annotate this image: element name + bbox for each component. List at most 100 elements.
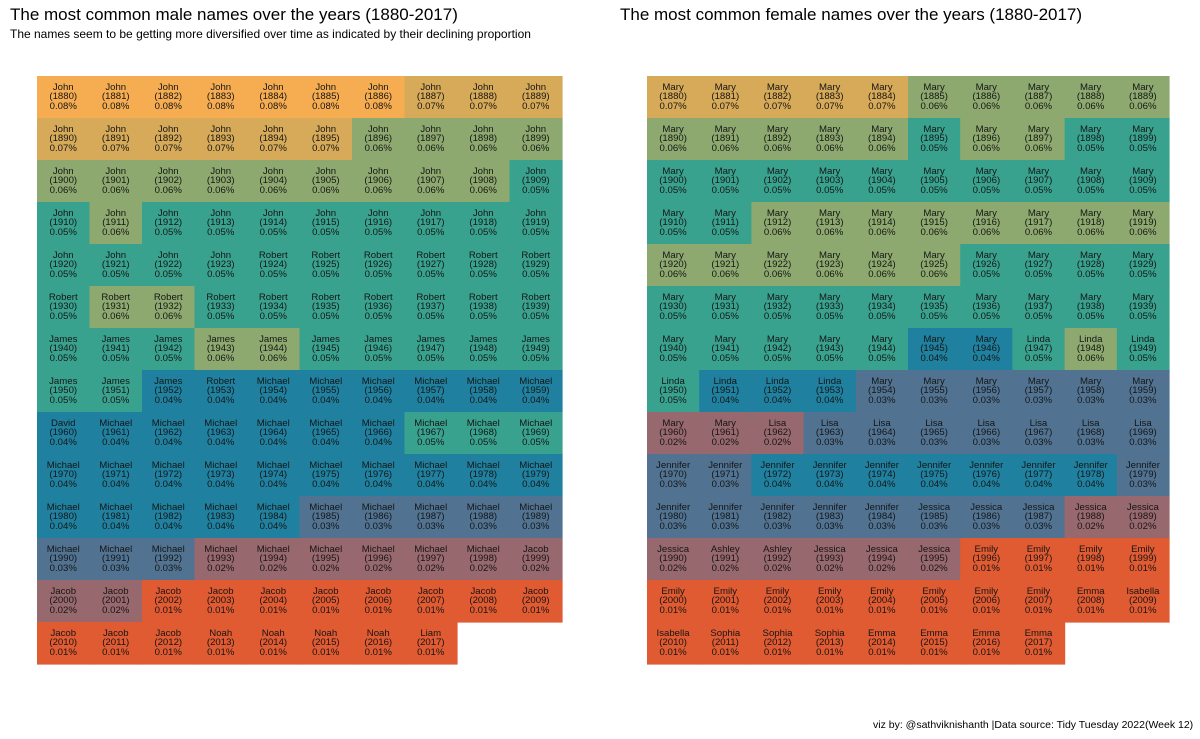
- male-tile-label-2013: Noah (2013) 0.01%: [195, 622, 248, 664]
- male-tile-label-1921: John (1921) 0.05%: [90, 244, 143, 286]
- tile-text: John (1904) 0.06%: [259, 165, 288, 196]
- tile-text: Mary (1891) 0.06%: [711, 123, 740, 154]
- male-tile-label-1891: John (1891) 0.07%: [90, 118, 143, 160]
- male-tile-1910: [37, 202, 91, 245]
- male-tile-label-1955: Michael (1955) 0.04%: [300, 370, 353, 412]
- male-tile-label-1999: Jacob (1999) 0.02%: [510, 538, 563, 580]
- male-tile-label-1953: Robert (1953) 0.04%: [195, 370, 248, 412]
- female-tile-label-1987: Jessica (1987) 0.03%: [1012, 496, 1064, 538]
- tile-text: Noah (2016) 0.01%: [364, 627, 393, 658]
- tile-text: Robert (1929) 0.05%: [521, 249, 551, 280]
- male-tile-label-1882: John (1882) 0.08%: [142, 76, 195, 118]
- female-tile-label-1912: Mary (1912) 0.06%: [751, 202, 803, 244]
- male-tile-1881: [89, 76, 143, 119]
- female-tile-1944: [855, 328, 909, 371]
- male-tile-label-1930: Robert (1930) 0.05%: [37, 286, 90, 328]
- male-tile-label-1987: Michael (1987) 0.03%: [405, 496, 458, 538]
- tile-text: Jacob (2005) 0.01%: [311, 585, 340, 616]
- female-tile-2011: [699, 622, 752, 665]
- female-tile-label-1952: Linda (1952) 0.04%: [751, 370, 803, 412]
- female-tile-1955: [908, 370, 961, 413]
- female-tile-1906: [960, 160, 1013, 203]
- tile-text: Mary (1931) 0.05%: [711, 291, 740, 322]
- tile-text: Mary (1935) 0.05%: [920, 291, 948, 322]
- female-tile-1930: [647, 286, 700, 329]
- female-tile-label-1963: Lisa (1963) 0.03%: [804, 412, 856, 454]
- female-tile-1922: [751, 244, 805, 287]
- female-tile-label-1899: Mary (1899) 0.05%: [1117, 118, 1169, 160]
- female-tile-label-1996: Emily (1996) 0.01%: [960, 538, 1012, 580]
- tile-text: Mary (1961) 0.02%: [711, 417, 740, 448]
- tile-text: Mary (1898) 0.05%: [1076, 123, 1105, 154]
- female-tile-1899: [1116, 118, 1170, 161]
- female-tile-1962: [751, 412, 805, 455]
- male-tile-1918: [457, 202, 511, 245]
- tile-text: Michael (1988) 0.03%: [466, 501, 500, 532]
- tile-text: Michael (1956) 0.04%: [361, 375, 395, 406]
- male-tile-label-1989: Michael (1989) 0.03%: [510, 496, 563, 538]
- tile-text: Mary (1896) 0.06%: [972, 123, 1001, 154]
- male-tile-1890: [37, 118, 91, 161]
- female-tile-1897: [1012, 118, 1066, 161]
- female-tile-1996: [960, 538, 1013, 581]
- male-tile-label-1993: Michael (1993) 0.02%: [195, 538, 248, 580]
- tile-text: Mary (1920) 0.06%: [659, 249, 687, 280]
- tile-text: James (1945) 0.05%: [311, 333, 340, 364]
- female-tile-1910: [647, 202, 700, 245]
- tile-text: Mary (1897) 0.06%: [1024, 123, 1053, 154]
- female-tile-label-1897: Mary (1897) 0.06%: [1012, 118, 1064, 160]
- tile-text: Lisa (1962) 0.02%: [763, 417, 792, 448]
- tile-text: Robert (1927) 0.05%: [416, 249, 446, 280]
- male-tile-1936: [352, 286, 406, 329]
- tile-text: Jacob (2008) 0.01%: [469, 585, 498, 616]
- female-tile-1885: [908, 76, 961, 119]
- female-tile-label-1993: Jessica (1993) 0.02%: [804, 538, 856, 580]
- male-tile-1939: [509, 286, 563, 329]
- tile-text: Robert (1925) 0.05%: [311, 249, 341, 280]
- female-tile-label-1957: Mary (1957) 0.03%: [1012, 370, 1064, 412]
- female-tile-label-1939: Mary (1939) 0.05%: [1117, 286, 1169, 328]
- tile-text: Mary (1945) 0.04%: [920, 333, 948, 364]
- male-tile-label-1914: John (1914) 0.05%: [247, 202, 300, 244]
- tile-text: John (1906) 0.06%: [364, 165, 393, 196]
- female-tile-label-1896: Mary (1896) 0.06%: [960, 118, 1012, 160]
- tile-text: James (1944) 0.06%: [259, 333, 288, 364]
- tile-text: Jennifer (1975) 0.04%: [917, 459, 952, 490]
- tile-text: Mary (1938) 0.05%: [1076, 291, 1105, 322]
- male-tile-1978: [457, 454, 511, 497]
- male-tile-1953: [194, 370, 248, 413]
- tile-text: Michael (1965) 0.04%: [309, 417, 343, 448]
- male-tile-label-1886: John (1886) 0.08%: [352, 76, 405, 118]
- female-tile-1989: [1116, 496, 1170, 539]
- female-tile-label-2014: Emma (2014) 0.01%: [856, 622, 908, 664]
- female-tile-1903: [803, 160, 857, 203]
- female-tile-label-1967: Lisa (1967) 0.03%: [1012, 412, 1064, 454]
- tile-text: John (1899) 0.06%: [521, 123, 550, 154]
- tile-text: Robert (1924) 0.05%: [258, 249, 288, 280]
- tile-text: Lisa (1967) 0.03%: [1024, 417, 1053, 448]
- male-tile-1883: [194, 76, 248, 119]
- tile-text: Mary (1880) 0.07%: [659, 81, 687, 112]
- male-tile-label-1885: John (1885) 0.08%: [300, 76, 353, 118]
- male-tile-2010: [37, 622, 91, 665]
- tile-text: Michael (1982) 0.04%: [151, 501, 185, 532]
- male-tile-1914: [247, 202, 301, 245]
- female-tile-1969: [1116, 412, 1170, 455]
- female-tile-2000: [647, 580, 700, 623]
- male-tile-1948: [457, 328, 511, 371]
- female-tile-label-1988: Jessica (1988) 0.02%: [1065, 496, 1117, 538]
- female-tile-label-1999: Emily (1999) 0.01%: [1117, 538, 1169, 580]
- tile-text: Jennifer (1971) 0.03%: [708, 459, 743, 490]
- male-tile-2013: [194, 622, 248, 665]
- male-tile-label-1954: Michael (1954) 0.04%: [247, 370, 300, 412]
- female-tile-label-1945: Mary (1945) 0.04%: [908, 328, 960, 370]
- female-tile-1943: [803, 328, 857, 371]
- male-tile-1955: [299, 370, 353, 413]
- male-tile-label-2014: Noah (2014) 0.01%: [247, 622, 300, 664]
- tile-text: John (1883) 0.08%: [206, 81, 235, 112]
- male-tile-1994: [247, 538, 301, 581]
- male-tile-1915: [299, 202, 353, 245]
- male-tile-label-1923: John (1923) 0.05%: [195, 244, 248, 286]
- female-tile-1919: [1116, 202, 1170, 245]
- tile-text: John (1896) 0.06%: [364, 123, 393, 154]
